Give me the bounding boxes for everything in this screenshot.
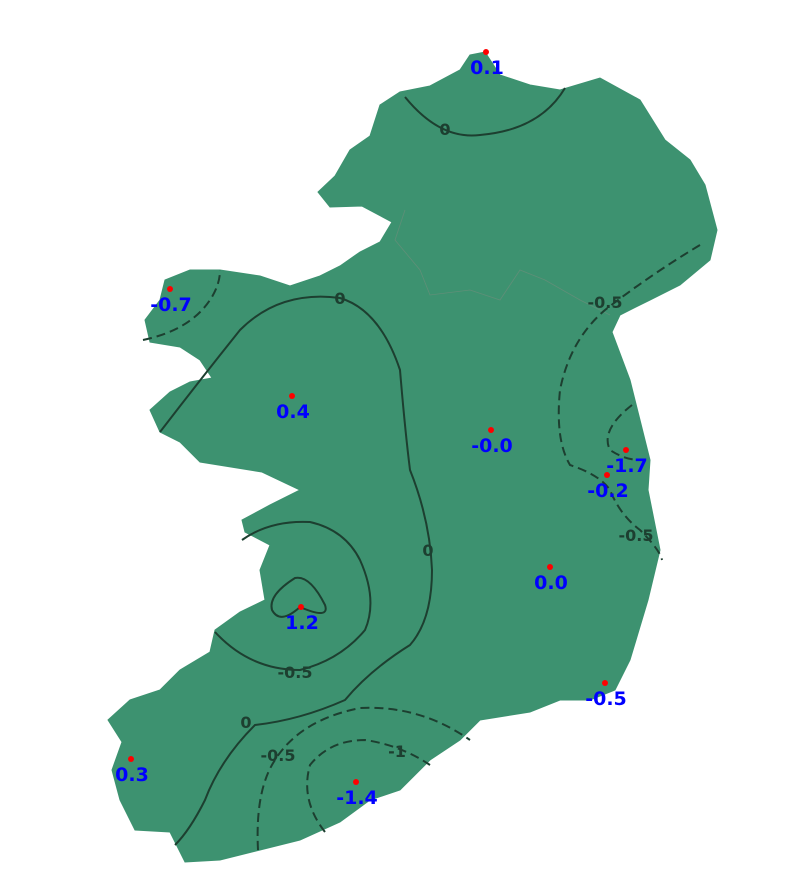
station-dot — [289, 393, 295, 399]
contour-line — [142, 269, 221, 341]
station-value-label: -0.0 — [471, 435, 513, 457]
border-line — [394, 209, 611, 316]
station-dot — [604, 472, 610, 478]
contours — [142, 87, 701, 851]
contour-line — [606, 404, 641, 461]
contour-line — [557, 244, 701, 561]
station-value-label: -1.7 — [606, 455, 648, 477]
contour-line — [404, 87, 566, 137]
contour-label: 0 — [422, 541, 433, 560]
station-dot — [602, 680, 608, 686]
station-value-label: 0.4 — [276, 401, 310, 423]
station-value-label: 0.3 — [115, 764, 149, 786]
contour-labels: 0 0 -0.5 0 -0.5 -0.5 0 -0.5 -1 — [240, 120, 653, 765]
contour-label: -1 — [388, 742, 406, 761]
station-dot — [488, 427, 494, 433]
contour-line — [256, 706, 471, 851]
contour-line — [306, 738, 431, 833]
station-dot — [128, 756, 134, 762]
contour-line — [270, 576, 327, 618]
station-value-label: 0.0 — [534, 572, 568, 594]
stations: 0.1 -0.7 0.4 -0.0 -1.7 -0.2 0.0 1.2 -0.5 0.3 -1.4 — [115, 49, 648, 809]
station-value-label: 1.2 — [285, 612, 319, 634]
ireland-landmass — [107, 51, 718, 863]
station-dot — [167, 286, 173, 292]
contour-line — [214, 520, 372, 672]
station-value-label: -0.5 — [585, 688, 627, 710]
station-dot — [298, 604, 304, 610]
contour-label: -0.5 — [588, 293, 623, 312]
station-value-label: -0.2 — [587, 480, 629, 502]
contour-label: -0.5 — [278, 663, 313, 682]
contour-label: 0 — [439, 120, 450, 139]
station-value-label: 0.1 — [470, 57, 504, 79]
station-dot — [483, 49, 489, 55]
contour-label: 0 — [240, 713, 251, 732]
contour-label: -0.5 — [261, 746, 296, 765]
contour-line — [159, 295, 434, 846]
station-dot — [623, 447, 629, 453]
contour-label: -0.5 — [619, 526, 654, 545]
station-dot — [547, 564, 553, 570]
contour-label: 0 — [334, 289, 345, 308]
station-value-label: -1.4 — [336, 787, 378, 809]
station-value-label: -0.7 — [150, 294, 192, 316]
station-dot — [353, 779, 359, 785]
